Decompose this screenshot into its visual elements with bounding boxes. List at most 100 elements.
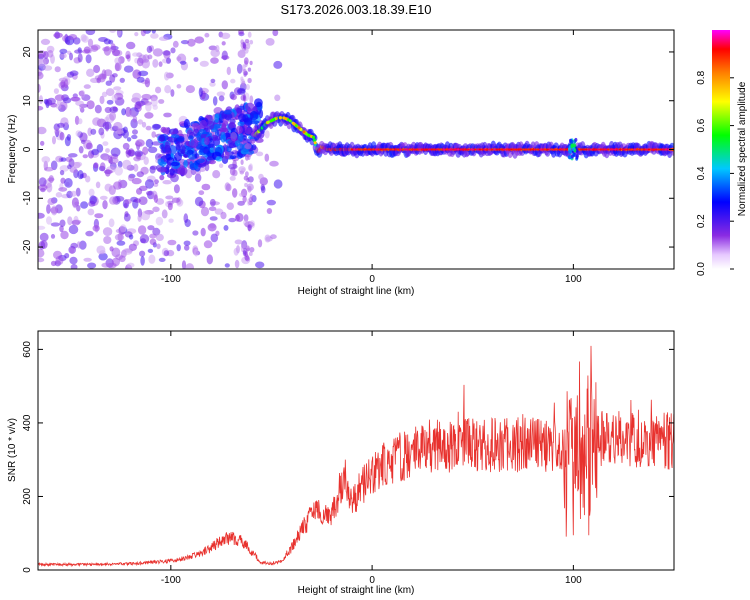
spectrogram-cell	[50, 234, 56, 239]
spectrogram-cell	[215, 156, 223, 162]
spectrogram-cell	[38, 105, 44, 111]
spectrogram-cell	[147, 248, 154, 253]
spectrogram-cell	[372, 148, 375, 151]
spectrogram-cell	[119, 77, 126, 83]
spectrogram-cell	[171, 197, 180, 203]
spectrogram-cell	[247, 77, 252, 84]
spectrogram-cell	[273, 179, 283, 189]
spectrogram-cell	[155, 233, 164, 241]
spectrogram-cell	[95, 181, 101, 189]
spectrogram-cell	[85, 175, 91, 183]
spectrogram-cell	[471, 148, 474, 151]
colorbar-tick-label: 0.6	[696, 118, 707, 132]
spectrogram-cell	[193, 57, 199, 62]
snr-y-tick-label: 0	[22, 567, 33, 573]
spectrogram-cell	[77, 53, 83, 63]
spectrogram-cell	[218, 127, 229, 133]
spectrogram-cell	[218, 163, 224, 168]
spectrogram-cell	[38, 212, 45, 219]
spectrogram-cell	[59, 101, 68, 111]
spectrogram-cell	[169, 168, 175, 176]
spectrogram-cell	[157, 167, 167, 173]
spectrogram-cell	[478, 148, 482, 151]
spectrogram-cell	[377, 148, 380, 151]
spectrogram-cell	[234, 239, 243, 245]
spectrogram-cell	[134, 31, 139, 37]
snr-series-line	[38, 345, 674, 568]
spectrogram-cell	[161, 209, 168, 219]
colorbar: 0.0 0.2 0.4 0.6 0.8 Normalized spectral ampl…	[696, 30, 748, 276]
spectrogram-cell	[179, 60, 187, 65]
spectrogram-cell	[87, 38, 94, 48]
spectrogram-cell	[108, 39, 114, 45]
spectrogram-cell	[213, 124, 221, 129]
spectrogram-cell	[79, 240, 87, 250]
spectrogram-cell	[257, 239, 263, 248]
spectrogram-cell	[40, 38, 51, 46]
spectrogram-cell	[256, 151, 264, 157]
spectrogram-cell	[60, 157, 67, 162]
spectrogram-y-axis-label: Frequency (Hz)	[7, 115, 18, 184]
spectrogram-cell	[56, 98, 62, 106]
spectrogram-cell	[288, 119, 292, 123]
spectrogram-cell	[153, 182, 159, 187]
spectrogram-cell	[194, 196, 204, 207]
spectrogram-cell	[50, 160, 58, 171]
spectrogram-cell	[204, 32, 210, 38]
spectrogram-cell	[170, 89, 175, 97]
spectrogram-cell	[116, 240, 126, 246]
spectrogram-cell	[164, 71, 170, 81]
spectrogram-cell	[223, 109, 232, 115]
spectrogram-cell	[76, 241, 81, 249]
spectrogram-cell	[59, 170, 65, 176]
spectrogram-cell	[568, 155, 572, 160]
spectrogram-cell	[271, 118, 275, 122]
spectrogram-cell	[244, 127, 252, 135]
spectrogram-cell	[239, 192, 244, 197]
spectrogram-cell	[574, 137, 578, 142]
spectrogram-cell	[597, 148, 600, 151]
spectrogram-cell	[186, 149, 194, 155]
spectrogram-cell	[367, 148, 371, 151]
spectrogram-cell	[158, 61, 163, 67]
snr-x-tick-label: 100	[565, 575, 582, 586]
spectrogram-cell	[151, 30, 156, 34]
spectrogram-cell	[55, 192, 63, 198]
spectrogram-cell	[80, 90, 86, 99]
spectrogram-cell	[77, 170, 84, 180]
spectrogram-cell	[122, 129, 129, 139]
spectrogram-cell	[623, 148, 627, 151]
spectrogram-cell	[241, 168, 246, 173]
spectrogram-cell	[183, 118, 190, 129]
spectrogram-cell	[173, 184, 180, 194]
spectrogram-cell	[650, 148, 653, 151]
spectrogram-cell	[74, 201, 80, 206]
spectrogram-cell	[141, 93, 152, 101]
spectrogram-cell	[187, 38, 196, 47]
spectrogram-cell	[145, 138, 154, 148]
spectrogram-cell	[565, 148, 569, 151]
spectrogram-cell	[244, 182, 248, 188]
spectrogram-cell	[194, 173, 202, 183]
spectrogram-cell	[233, 247, 239, 256]
spectrogram-cell	[206, 254, 213, 265]
spectrogram-cell	[221, 41, 226, 46]
spectrogram-cell	[88, 200, 96, 207]
spectrogram-cell	[212, 96, 218, 106]
spectrogram-cell	[38, 126, 47, 135]
spectrogram-cell	[437, 148, 441, 151]
spectrogram-cell	[223, 225, 229, 231]
spectrogram-cell	[202, 146, 211, 155]
spectrogram-cell	[481, 148, 484, 151]
spectrogram-cell	[163, 112, 172, 118]
spectrogram-cell	[464, 148, 467, 151]
spectrogram-x-tick-label: -100	[161, 274, 181, 285]
spectrogram-cell	[64, 253, 70, 259]
spectrogram-cell	[360, 148, 363, 151]
spectrogram-cell	[229, 176, 236, 181]
spectrogram-cell	[124, 199, 132, 204]
spectrogram-cell	[128, 234, 134, 240]
spectrogram-cell	[102, 121, 112, 130]
spectrogram-cell	[232, 188, 238, 198]
spectrogram-cell	[428, 148, 431, 151]
